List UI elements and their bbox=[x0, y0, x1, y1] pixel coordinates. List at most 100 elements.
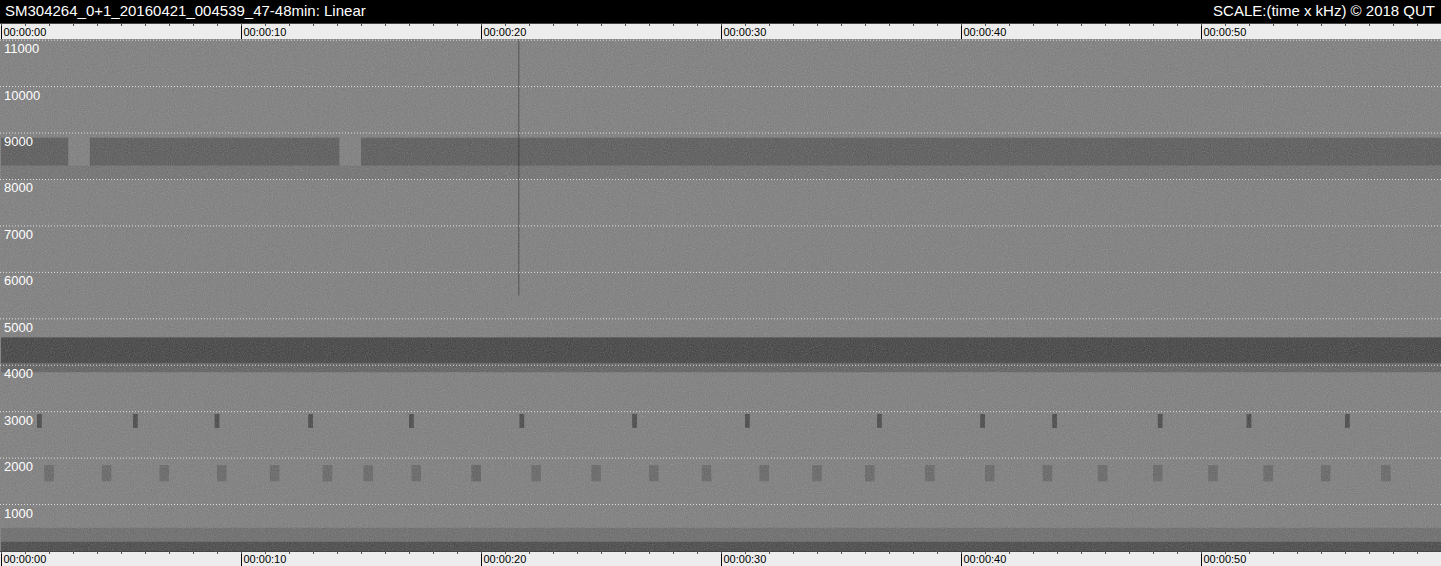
x-minor-tick bbox=[841, 551, 842, 554]
y-tick-label: 9000 bbox=[4, 134, 33, 149]
x-minor-tick bbox=[1393, 23, 1394, 26]
x-minor-tick bbox=[1, 551, 2, 554]
x-minor-tick bbox=[985, 23, 986, 26]
x-minor-tick bbox=[313, 23, 314, 26]
x-minor-tick bbox=[385, 551, 386, 554]
x-tick bbox=[1201, 551, 1202, 566]
time-ruler-bottom bbox=[0, 551, 1441, 566]
x-minor-tick bbox=[1273, 551, 1274, 554]
x-minor-tick bbox=[793, 23, 794, 26]
x-minor-tick bbox=[1033, 23, 1034, 26]
x-minor-tick bbox=[817, 551, 818, 554]
y-tick-label: 10000 bbox=[4, 88, 40, 103]
x-minor-tick bbox=[553, 23, 554, 26]
x-minor-tick bbox=[817, 23, 818, 26]
x-minor-tick bbox=[73, 551, 74, 554]
x-minor-tick bbox=[1081, 23, 1082, 26]
time-ruler-top bbox=[0, 23, 1441, 39]
y-tick-label: 6000 bbox=[4, 273, 33, 288]
x-minor-tick bbox=[1057, 23, 1058, 26]
x-minor-tick bbox=[385, 23, 386, 26]
x-minor-tick bbox=[985, 551, 986, 554]
grid-line bbox=[0, 365, 1441, 366]
y-tick-label: 4000 bbox=[4, 366, 33, 381]
x-minor-tick bbox=[1, 23, 2, 26]
x-minor-tick bbox=[433, 23, 434, 26]
plot-background bbox=[0, 39, 1441, 551]
x-minor-tick bbox=[49, 23, 50, 26]
y-tick-label: 3000 bbox=[4, 413, 33, 428]
x-tick bbox=[481, 23, 482, 39]
x-minor-tick bbox=[1345, 23, 1346, 26]
x-minor-tick bbox=[649, 551, 650, 554]
x-minor-tick bbox=[1417, 551, 1418, 554]
x-minor-tick bbox=[769, 551, 770, 554]
x-tick-label: 00:00:30 bbox=[724, 26, 767, 38]
x-minor-tick bbox=[865, 551, 866, 554]
x-minor-tick bbox=[457, 551, 458, 554]
x-minor-tick bbox=[1249, 23, 1250, 26]
x-minor-tick bbox=[49, 551, 50, 554]
x-minor-tick bbox=[145, 23, 146, 26]
grid-line bbox=[0, 133, 1441, 134]
x-minor-tick bbox=[1201, 551, 1202, 554]
x-minor-tick bbox=[289, 23, 290, 26]
x-minor-tick bbox=[1081, 551, 1082, 554]
x-minor-tick bbox=[577, 551, 578, 554]
x-minor-tick bbox=[625, 23, 626, 26]
x-minor-tick bbox=[793, 551, 794, 554]
x-minor-tick bbox=[1129, 551, 1130, 554]
grid-line bbox=[0, 40, 1441, 41]
y-tick-label: 7000 bbox=[4, 227, 33, 242]
x-minor-tick bbox=[745, 23, 746, 26]
x-minor-tick bbox=[337, 551, 338, 554]
x-minor-tick bbox=[193, 551, 194, 554]
x-minor-tick bbox=[1057, 551, 1058, 554]
x-minor-tick bbox=[529, 551, 530, 554]
x-minor-tick bbox=[1153, 551, 1154, 554]
x-minor-tick bbox=[913, 551, 914, 554]
x-minor-tick bbox=[169, 551, 170, 554]
x-minor-tick bbox=[1033, 551, 1034, 554]
x-tick-label: 00:00:40 bbox=[964, 553, 1007, 565]
y-tick-label: 1000 bbox=[4, 506, 33, 521]
time-ruler-top-edge bbox=[0, 23, 1441, 24]
y-tick-label: 2000 bbox=[4, 459, 33, 474]
x-minor-tick bbox=[1273, 23, 1274, 26]
x-minor-tick bbox=[1105, 23, 1106, 26]
x-minor-tick bbox=[1129, 23, 1130, 26]
x-minor-tick bbox=[73, 23, 74, 26]
grid-line bbox=[0, 272, 1441, 273]
x-minor-tick bbox=[145, 551, 146, 554]
x-minor-tick bbox=[673, 551, 674, 554]
x-minor-tick bbox=[1321, 23, 1322, 26]
x-minor-tick bbox=[505, 551, 506, 554]
x-minor-tick bbox=[217, 551, 218, 554]
x-tick-label: 00:00:40 bbox=[964, 26, 1007, 38]
x-minor-tick bbox=[961, 23, 962, 26]
y-tick-label: 8000 bbox=[4, 180, 33, 195]
x-minor-tick bbox=[865, 23, 866, 26]
y-tick-label: 11000 bbox=[4, 41, 39, 56]
x-minor-tick bbox=[745, 551, 746, 554]
x-minor-tick bbox=[1297, 551, 1298, 554]
x-minor-tick bbox=[361, 551, 362, 554]
x-minor-tick bbox=[841, 23, 842, 26]
x-tick bbox=[961, 551, 962, 566]
x-minor-tick bbox=[1009, 23, 1010, 26]
x-minor-tick bbox=[1009, 551, 1010, 554]
x-minor-tick bbox=[169, 23, 170, 26]
x-tick bbox=[721, 551, 722, 566]
x-minor-tick bbox=[1369, 551, 1370, 554]
grid-line bbox=[0, 504, 1441, 505]
subtitle: SCALE:(time x kHz) © 2018 QUT bbox=[1213, 2, 1435, 19]
x-tick bbox=[1, 23, 2, 39]
x-minor-tick bbox=[265, 23, 266, 26]
x-minor-tick bbox=[121, 551, 122, 554]
x-minor-tick bbox=[25, 23, 26, 26]
x-minor-tick bbox=[409, 23, 410, 26]
x-tick-label: 00:00:20 bbox=[484, 26, 527, 38]
x-minor-tick bbox=[769, 23, 770, 26]
x-tick bbox=[241, 551, 242, 566]
x-minor-tick bbox=[697, 551, 698, 554]
